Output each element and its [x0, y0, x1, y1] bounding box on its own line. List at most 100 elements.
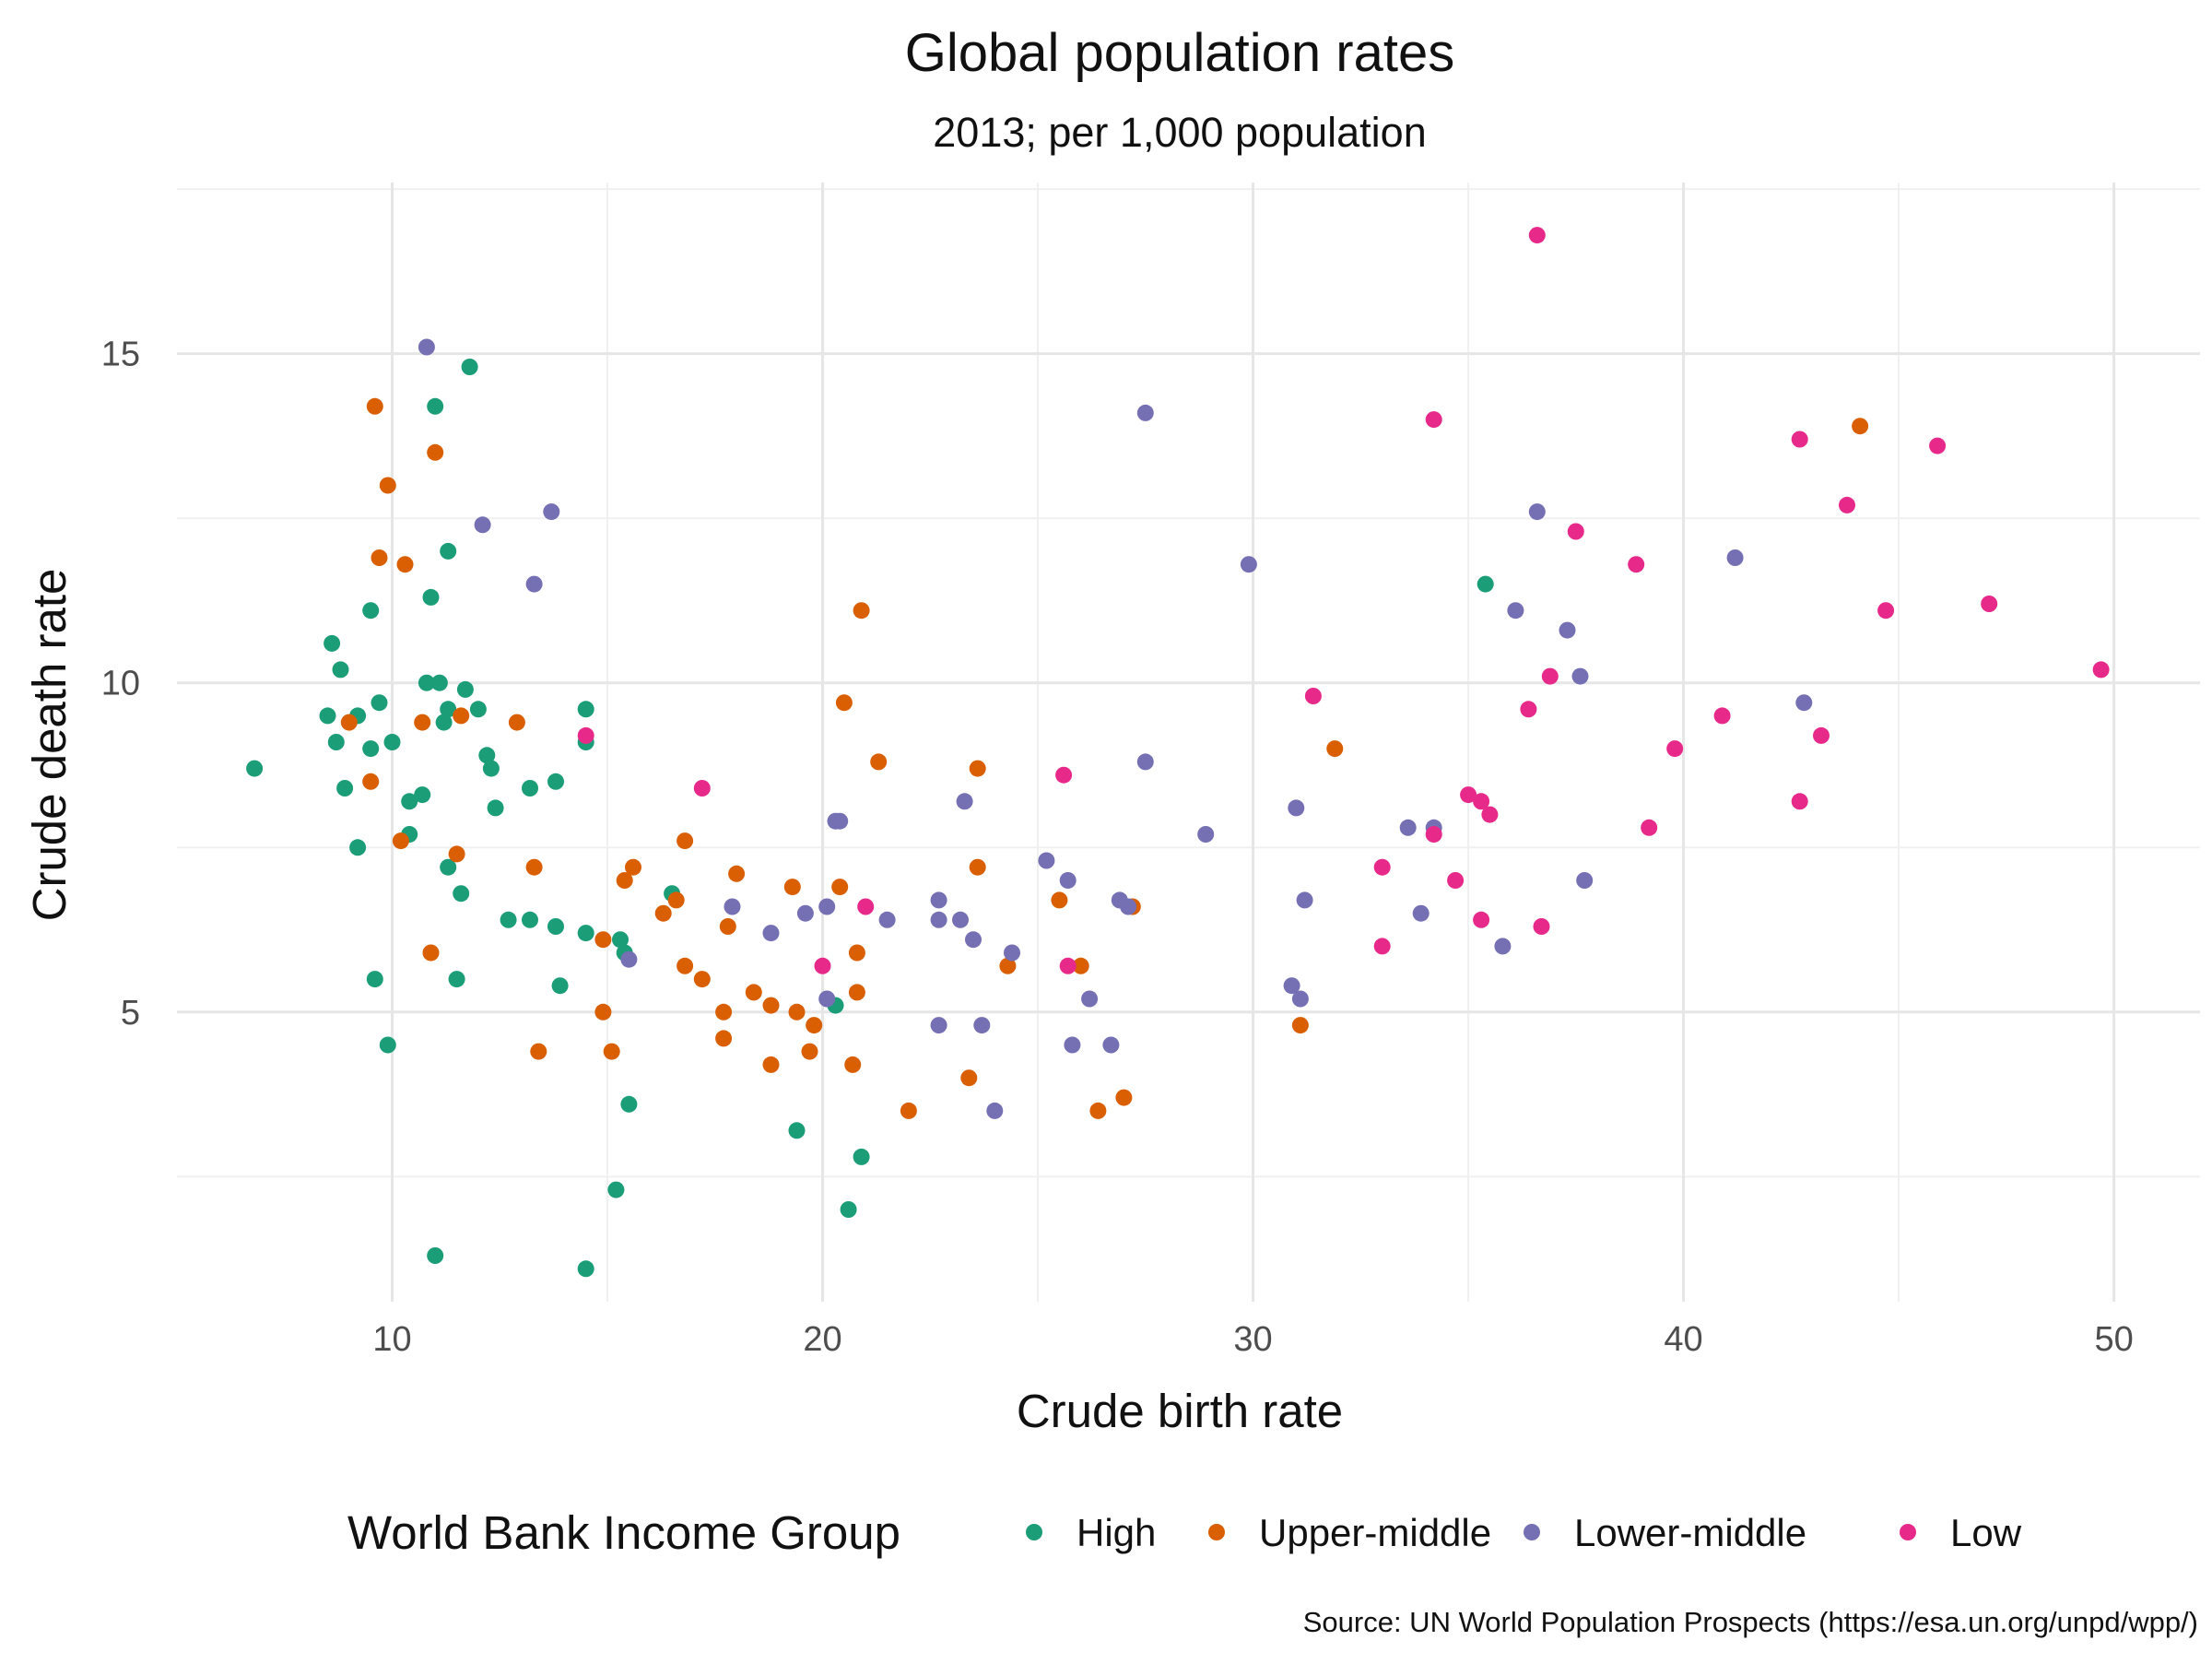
data-point-lower-middle-0 — [418, 338, 435, 356]
data-point-lower-middle-8 — [818, 898, 836, 915]
x-tick-label-50: 50 — [2094, 1320, 2133, 1359]
data-point-lower-middle-13 — [930, 891, 947, 909]
data-point-low-18 — [1533, 918, 1550, 935]
data-point-high-34 — [500, 911, 517, 928]
data-point-high-52 — [853, 1148, 870, 1165]
data-point-low-0 — [577, 726, 594, 744]
data-point-lower-middle-40 — [1494, 938, 1512, 955]
data-point-high-14 — [401, 793, 418, 810]
data-point-lower-middle-38 — [1412, 904, 1430, 922]
data-point-high-11 — [371, 694, 388, 712]
data-point-low-7 — [1373, 858, 1391, 876]
legend-title: World Bank Income Group — [347, 1506, 900, 1559]
x-axis-title: Crude birth rate — [1017, 1385, 1343, 1437]
data-point-lower-middle-14 — [930, 911, 947, 928]
data-point-low-1 — [693, 780, 711, 797]
data-point-low-28 — [1839, 496, 1855, 513]
data-point-upper-middle-8 — [422, 944, 440, 962]
data-point-upper-middle-6 — [396, 556, 414, 573]
y-tick-label-10: 10 — [101, 665, 140, 703]
data-point-lower-middle-34 — [1288, 799, 1305, 817]
data-point-upper-middle-32 — [783, 879, 801, 896]
data-point-high-36 — [522, 780, 538, 797]
data-point-high-19 — [427, 397, 444, 415]
data-point-low-11 — [1447, 872, 1465, 889]
data-point-upper-middle-3 — [371, 549, 388, 566]
data-point-upper-middle-12 — [508, 714, 525, 731]
data-point-lower-middle-5 — [724, 898, 741, 915]
data-point-high-53 — [1477, 575, 1494, 593]
data-point-high-47 — [620, 1095, 638, 1113]
data-point-high-20 — [427, 1247, 444, 1264]
data-point-low-30 — [1929, 437, 1947, 454]
data-point-upper-middle-15 — [594, 931, 612, 949]
data-point-high-1 — [319, 707, 336, 725]
data-point-lower-middle-16 — [952, 911, 969, 928]
data-point-high-3 — [327, 734, 345, 750]
data-point-lower-middle-20 — [986, 1102, 1004, 1119]
data-point-high-25 — [440, 858, 457, 876]
data-point-high-40 — [577, 701, 594, 718]
data-point-high-32 — [482, 760, 500, 777]
legend-key-lower-middle — [1524, 1524, 1540, 1540]
data-point-high-33 — [487, 799, 504, 817]
data-point-upper-middle-36 — [831, 879, 849, 896]
data-point-upper-middle-42 — [870, 753, 888, 771]
data-point-high-37 — [547, 773, 564, 790]
data-point-upper-middle-31 — [762, 1056, 780, 1073]
data-point-lower-middle-41 — [1507, 602, 1524, 620]
data-point-low-8 — [1373, 938, 1391, 955]
data-point-low-24 — [1713, 707, 1731, 725]
data-point-high-17 — [418, 674, 435, 691]
data-point-high-8 — [362, 602, 380, 620]
data-point-upper-middle-20 — [654, 904, 672, 922]
data-point-lower-middle-33 — [1283, 977, 1300, 995]
data-point-high-24 — [440, 701, 457, 718]
data-point-high-31 — [478, 747, 496, 764]
series-high — [246, 359, 1494, 1278]
data-point-low-9 — [1425, 826, 1442, 843]
data-point-high-42 — [577, 925, 594, 942]
tick-labels: 10 20 30 40 50 5 10 15 — [101, 336, 2134, 1359]
data-point-low-14 — [1473, 911, 1490, 928]
data-point-high-26 — [448, 971, 465, 988]
data-point-lower-middle-47 — [1795, 694, 1813, 712]
data-point-high-4 — [332, 661, 349, 679]
data-point-high-30 — [469, 701, 487, 718]
legend-key-low — [1900, 1524, 1916, 1540]
data-point-upper-middle-2 — [366, 397, 383, 415]
data-point-low-15 — [1481, 806, 1499, 823]
data-point-high-18 — [422, 588, 440, 606]
data-point-lower-middle-6 — [762, 925, 780, 942]
data-point-upper-middle-26 — [715, 1030, 733, 1047]
data-point-high-22 — [435, 714, 453, 731]
data-point-upper-middle-7 — [414, 714, 431, 731]
data-point-upper-middle-13 — [525, 858, 543, 876]
data-point-upper-middle-22 — [677, 832, 694, 850]
data-point-lower-middle-19 — [973, 1017, 991, 1034]
data-point-lower-middle-28 — [1120, 898, 1137, 915]
data-point-upper-middle-19 — [625, 858, 641, 876]
data-point-low-31 — [1981, 596, 1998, 612]
data-point-upper-middle-23 — [677, 957, 694, 974]
data-point-upper-middle-34 — [801, 1043, 818, 1060]
data-point-high-0 — [246, 760, 264, 777]
data-point-upper-middle-50 — [1089, 1102, 1107, 1119]
data-point-low-10 — [1425, 411, 1442, 429]
data-point-upper-middle-17 — [603, 1043, 620, 1060]
data-point-upper-middle-18 — [616, 872, 633, 889]
data-point-high-49 — [788, 1122, 806, 1139]
chart-subtitle: 2013; per 1,000 population — [933, 109, 1426, 156]
data-point-upper-middle-51 — [1115, 1089, 1133, 1106]
chart-title: Global population rates — [905, 23, 1455, 83]
data-point-upper-middle-38 — [844, 1056, 862, 1073]
grid — [177, 183, 2200, 1302]
data-point-lower-middle-42 — [1528, 503, 1546, 521]
data-point-high-13 — [383, 734, 401, 750]
data-point-upper-middle-46 — [969, 858, 986, 876]
data-point-upper-middle-25 — [715, 1003, 733, 1021]
data-point-low-23 — [1666, 740, 1684, 758]
chart-caption: Source: UN World Population Prospects (h… — [1303, 1606, 2198, 1638]
